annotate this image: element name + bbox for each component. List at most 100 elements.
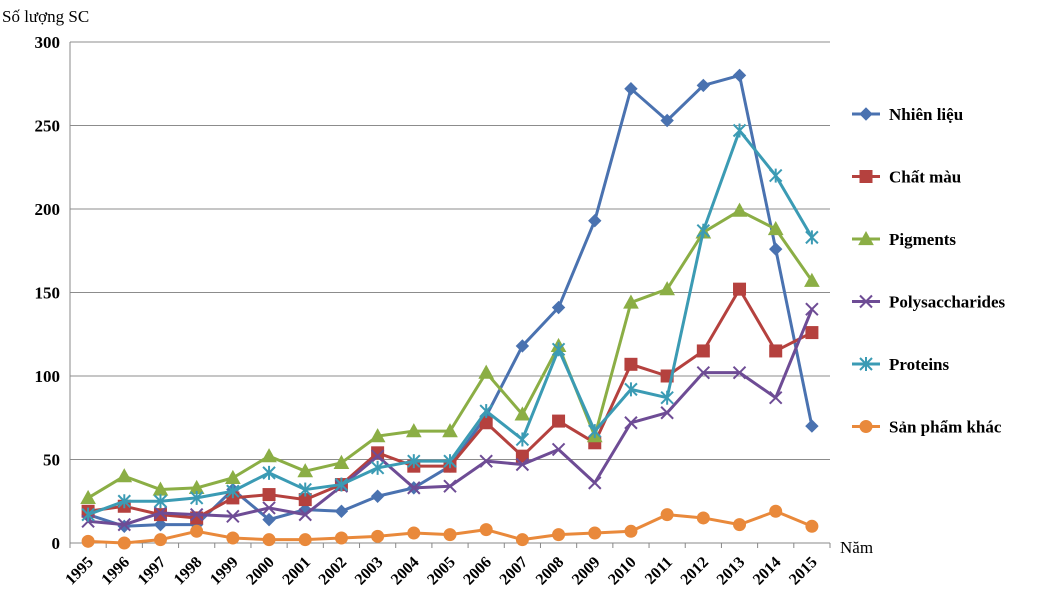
- legend-label: Pigments: [889, 230, 956, 249]
- data-point-san-pham-khac: [660, 508, 674, 522]
- data-point-polysaccharides: [298, 507, 312, 522]
- legend: Nhiên liệu Chất màu Pigments Polysaccharide…: [852, 105, 1006, 437]
- data-point-pigments: [731, 202, 748, 217]
- data-point-polysaccharides: [189, 507, 204, 522]
- legend-label: Proteins: [889, 355, 950, 374]
- x-tick-label: 1997: [135, 554, 170, 589]
- x-tick-label: 2002: [316, 554, 351, 589]
- data-point-nhien-lieu: [732, 68, 747, 83]
- legend-label: Polysaccharides: [889, 293, 1006, 312]
- y-tick-label: 100: [35, 367, 61, 386]
- data-point-proteins: [443, 454, 457, 469]
- data-point-proteins: [334, 477, 349, 492]
- data-point-chat-mau: [733, 282, 747, 296]
- data-point-pigments: [369, 428, 386, 443]
- data-point-pigments: [297, 463, 314, 478]
- legend-marker-polysaccharides: [859, 294, 873, 309]
- data-point-nhien-lieu: [551, 300, 566, 315]
- data-point-polysaccharides: [696, 365, 711, 380]
- data-point-nhien-lieu: [805, 419, 819, 433]
- data-point-proteins: [551, 342, 566, 357]
- x-tick-label: 2008: [533, 554, 568, 589]
- x-tick-label: 2001: [279, 554, 314, 589]
- x-tick-label: 2014: [750, 554, 785, 589]
- data-point-nhien-lieu: [153, 517, 168, 532]
- data-point-polysaccharides: [407, 481, 421, 495]
- data-point-nhien-lieu: [334, 504, 349, 518]
- y-tick-label: 150: [35, 284, 61, 303]
- legend-marker-san-pham-khac: [859, 420, 873, 433]
- data-point-polysaccharides: [515, 457, 530, 472]
- y-tick-label: 250: [35, 117, 61, 136]
- data-point-pigments: [659, 281, 675, 296]
- data-point-nhien-lieu: [262, 512, 276, 527]
- data-point-proteins: [696, 223, 711, 238]
- y-tick-label: 50: [43, 451, 60, 470]
- series-proteins: [81, 123, 819, 522]
- data-point-polysaccharides: [443, 479, 457, 493]
- plot-area: [80, 68, 820, 550]
- data-point-proteins: [588, 424, 602, 439]
- x-tick-label: 2013: [714, 554, 749, 589]
- data-point-pigments: [804, 272, 820, 287]
- legend-marker-pigments: [858, 230, 874, 246]
- y-tick-label: 300: [35, 33, 61, 52]
- data-point-pigments: [225, 469, 241, 484]
- y-tick-label: 200: [35, 200, 61, 219]
- data-point-nhien-lieu: [769, 242, 783, 256]
- data-point-pigments: [623, 294, 639, 309]
- data-point-san-pham-khac: [479, 523, 493, 537]
- data-point-chat-mau: [805, 326, 819, 340]
- data-point-pigments: [514, 406, 531, 421]
- data-point-polysaccharides: [805, 302, 819, 316]
- data-point-proteins: [262, 465, 276, 480]
- legend-item-polysaccharides: Polysaccharides: [852, 293, 1006, 312]
- legend-item-san-pham-khac: Sản phẩm khác: [852, 418, 1002, 437]
- legend-marker-chat-mau: [859, 170, 873, 183]
- series-polysaccharides: [81, 302, 819, 532]
- data-point-proteins: [769, 168, 783, 183]
- legend-label: Sản phẩm khác: [889, 418, 1002, 437]
- data-point-pigments: [261, 448, 277, 463]
- legend-marker-nhien-lieu: [859, 107, 873, 121]
- y-axis-title: Số lượng SC: [2, 7, 89, 26]
- x-tick-label: 2000: [243, 554, 278, 589]
- data-point-polysaccharides: [153, 506, 168, 520]
- x-tick-label: 2011: [642, 554, 676, 588]
- series-san-pham-khac: [81, 504, 819, 550]
- data-point-pigments: [116, 468, 133, 483]
- data-point-san-pham-khac: [190, 524, 204, 538]
- data-point-polysaccharides: [660, 406, 674, 420]
- data-point-polysaccharides: [588, 476, 602, 490]
- data-point-san-pham-khac: [733, 518, 747, 532]
- data-point-proteins: [189, 490, 204, 505]
- data-point-pigments: [767, 221, 784, 236]
- data-point-proteins: [732, 123, 747, 138]
- x-tick-label: 2003: [352, 554, 387, 589]
- x-tick-label: 1996: [98, 554, 133, 589]
- legend-item-chat-mau: Chất màu: [852, 168, 961, 187]
- data-point-proteins: [660, 390, 674, 405]
- data-point-proteins: [117, 494, 131, 509]
- data-point-pigments: [442, 423, 458, 438]
- data-point-san-pham-khac: [624, 524, 638, 538]
- data-point-san-pham-khac: [153, 533, 167, 547]
- legend-marker-proteins: [859, 357, 873, 371]
- x-tick-label: 2004: [388, 554, 423, 589]
- data-point-san-pham-khac: [696, 511, 710, 525]
- data-point-proteins: [515, 432, 530, 447]
- x-tick-label: 2009: [569, 554, 604, 589]
- x-tick-label: 2007: [497, 554, 532, 589]
- data-point-nhien-lieu: [515, 339, 530, 353]
- data-point-san-pham-khac: [81, 534, 95, 548]
- data-point-proteins: [805, 230, 819, 245]
- legend-item-proteins: Proteins: [852, 355, 950, 374]
- data-point-san-pham-khac: [552, 528, 566, 542]
- data-point-nhien-lieu: [696, 78, 711, 93]
- data-point-pigments: [333, 454, 350, 469]
- x-tick-label: 2015: [786, 554, 821, 589]
- data-point-polysaccharides: [551, 442, 566, 457]
- data-point-pigments: [405, 423, 422, 438]
- data-point-san-pham-khac: [769, 504, 783, 518]
